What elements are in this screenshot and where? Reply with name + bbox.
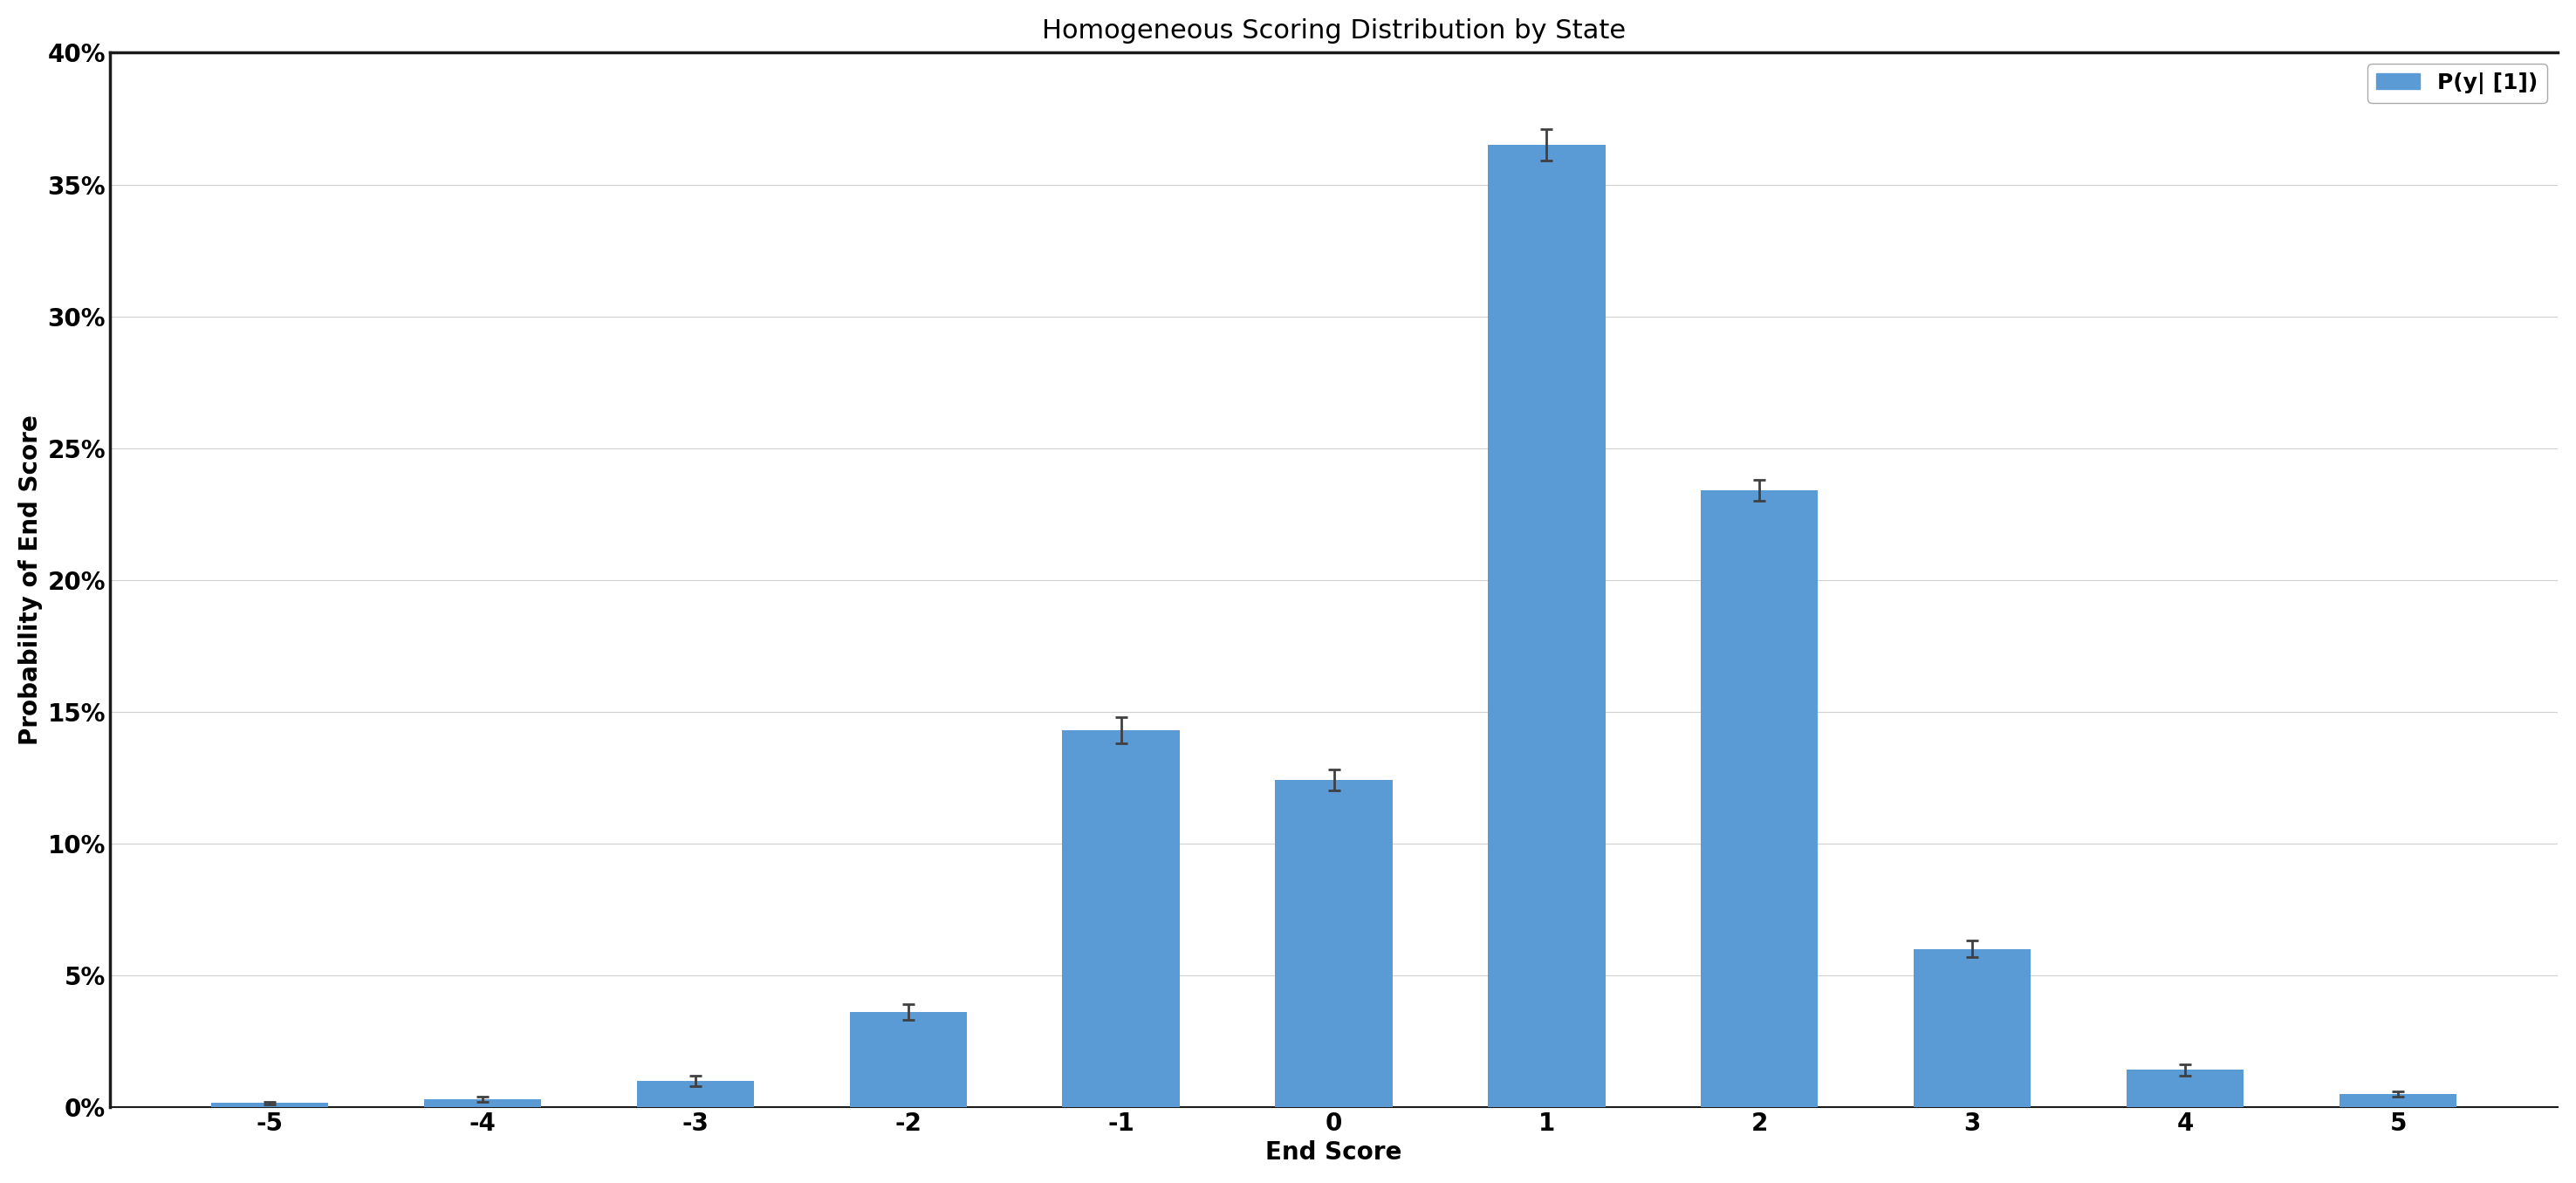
Y-axis label: Probability of End Score: Probability of End Score <box>18 414 44 745</box>
Bar <box>1700 490 1819 1107</box>
Bar <box>850 1011 966 1107</box>
X-axis label: End Score: End Score <box>1265 1140 1401 1165</box>
Bar <box>1061 730 1180 1107</box>
Bar <box>2128 1069 2244 1107</box>
Bar <box>425 1099 541 1107</box>
Bar <box>211 1103 327 1107</box>
Bar <box>1489 146 1605 1107</box>
Bar <box>1275 780 1394 1107</box>
Legend: P(y| [1]): P(y| [1]) <box>2367 64 2548 103</box>
Title: Homogeneous Scoring Distribution by State: Homogeneous Scoring Distribution by Stat… <box>1041 18 1625 44</box>
Bar <box>636 1080 755 1107</box>
Bar <box>1914 949 2030 1107</box>
Bar <box>2339 1094 2458 1107</box>
